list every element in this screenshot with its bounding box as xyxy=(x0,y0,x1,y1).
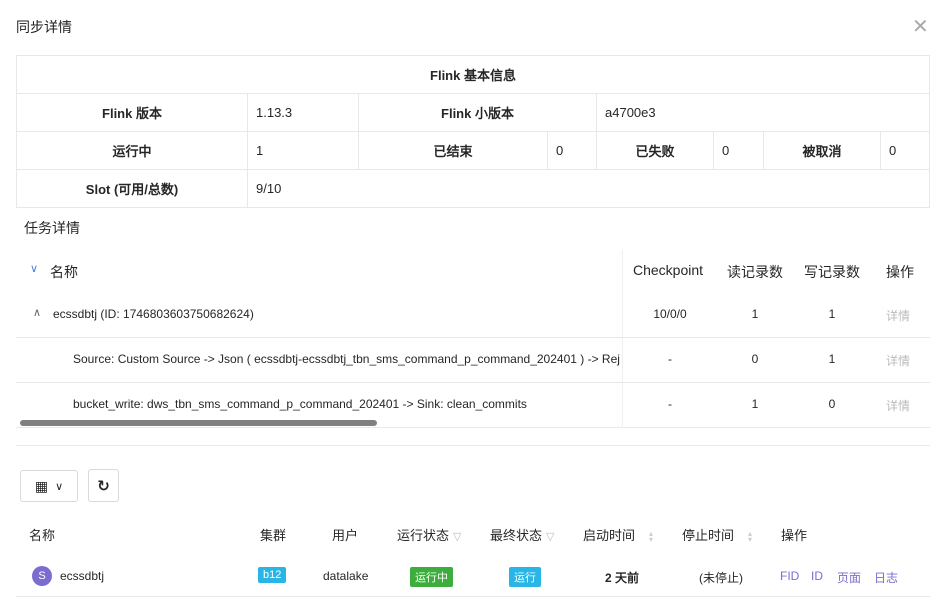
read-value: 1 xyxy=(751,397,759,411)
cancelled-value: 0 xyxy=(880,131,930,170)
minor-label: Flink 小版本 xyxy=(358,93,597,132)
flink-info-heading: Flink 基本信息 xyxy=(16,55,930,94)
column-settings-button[interactable]: ▦ ∨ xyxy=(20,470,78,502)
page-link[interactable]: 页面 xyxy=(837,571,862,585)
state-badge: 运行中 xyxy=(410,567,453,587)
sort-icon[interactable]: ▴ ▾ xyxy=(748,528,753,544)
write-value: 1 xyxy=(828,307,836,321)
avatar: S xyxy=(32,566,52,586)
failed-value: 0 xyxy=(713,131,764,170)
filter-icon[interactable]: ▽ xyxy=(453,531,462,543)
dialog-title: 同步详情 xyxy=(16,19,72,35)
detail-link[interactable]: 详情 xyxy=(885,399,910,413)
running-label: 运行中 xyxy=(16,131,248,170)
failed-label: 已失败 xyxy=(596,131,714,170)
job-name: ecssdbtj xyxy=(60,569,105,583)
chevron-down-icon: ∨ xyxy=(55,480,64,493)
col-action: 操作 xyxy=(886,264,914,280)
start-time: 2 天前 xyxy=(605,571,640,585)
slot-label: Slot (可用/总数) xyxy=(16,169,248,208)
grid-icon: ▦ xyxy=(34,477,48,494)
detail-link[interactable]: 详情 xyxy=(885,309,910,323)
slot-value: 9/10 xyxy=(247,169,930,208)
flink-info-table: Flink 基本信息 Flink 版本 1.13.3 Flink 小版本 a47… xyxy=(16,55,930,208)
task-section-title: 任务详情 xyxy=(24,220,80,236)
refresh-button[interactable]: ↻ xyxy=(88,469,119,502)
running-value: 1 xyxy=(247,131,359,170)
write-value: 1 xyxy=(828,352,836,366)
cluster-tag: b12 xyxy=(258,567,287,583)
checkpoint-value: - xyxy=(668,397,672,411)
finished-label: 已结束 xyxy=(358,131,548,170)
job-col-user: 用户 xyxy=(332,528,359,543)
sort-icon[interactable]: ▴ ▾ xyxy=(649,528,654,544)
job-col-name: 名称 xyxy=(29,528,56,543)
read-value: 0 xyxy=(751,352,759,366)
version-label: Flink 版本 xyxy=(16,93,248,132)
cancelled-label: 被取消 xyxy=(763,131,881,170)
job-user: datalake xyxy=(323,569,369,583)
job-col-state[interactable]: 运行状态 ▽ xyxy=(397,528,462,543)
checkpoint-value: - xyxy=(668,352,672,366)
fid-link[interactable]: FID xyxy=(780,569,800,583)
minor-value: a4700e3 xyxy=(596,93,930,132)
col-read: 读记录数 xyxy=(727,264,783,280)
final-state-badge: 运行 xyxy=(509,567,541,587)
col-write: 写记录数 xyxy=(804,264,860,280)
task-name: Source: Custom Source -> Json ( ecssdbtj… xyxy=(73,352,620,366)
task-name: bucket_write: dws_tbn_sms_command_p_comm… xyxy=(73,397,527,411)
col-checkpoint: Checkpoint xyxy=(633,262,704,278)
refresh-icon: ↻ xyxy=(97,477,110,495)
stop-time: (未停止) xyxy=(699,571,743,585)
job-col-cluster: 集群 xyxy=(260,528,287,543)
close-icon[interactable]: ✕ xyxy=(912,16,929,38)
expand-icon[interactable]: ∧ xyxy=(33,307,42,319)
filter-icon[interactable]: ▽ xyxy=(546,531,555,543)
id-link[interactable]: ID xyxy=(811,569,823,583)
version-value: 1.13.3 xyxy=(247,93,359,132)
job-col-action: 操作 xyxy=(781,528,808,543)
read-value: 1 xyxy=(751,307,759,321)
job-col-stop[interactable]: 停止时间 ▴ ▾ xyxy=(682,528,753,544)
job-col-start[interactable]: 启动时间 ▴ ▾ xyxy=(583,528,654,544)
job-col-final-state[interactable]: 最终状态 ▽ xyxy=(490,528,555,543)
task-name: ecssdbtj (ID: 1746803603750682624) xyxy=(53,307,254,321)
collapse-all-icon[interactable]: ∨ xyxy=(30,263,39,275)
write-value: 0 xyxy=(828,397,836,411)
log-link[interactable]: 日志 xyxy=(874,571,899,585)
finished-value: 0 xyxy=(547,131,597,170)
col-name: 名称 xyxy=(50,264,78,280)
horizontal-scrollbar[interactable] xyxy=(20,420,377,426)
detail-link[interactable]: 详情 xyxy=(885,354,910,368)
checkpoint-value: 10/0/0 xyxy=(653,307,687,321)
